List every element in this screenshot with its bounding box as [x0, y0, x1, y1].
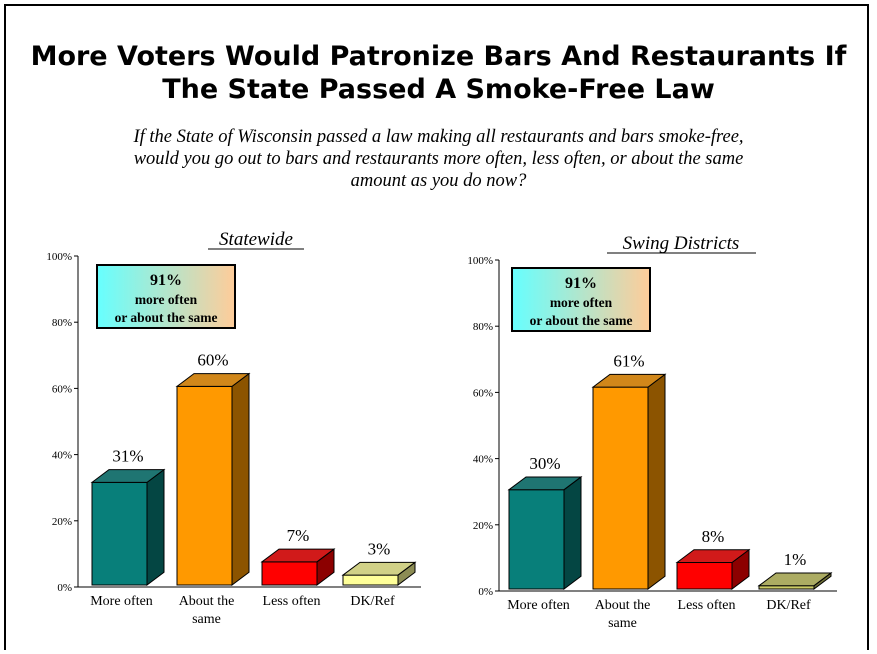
data-label: 1%: [784, 550, 807, 569]
data-label: 31%: [112, 447, 143, 466]
bar-side: [647, 373, 666, 590]
callout-background: [511, 267, 651, 332]
y-tick-label: 40%: [52, 450, 72, 462]
bar: [175, 372, 251, 586]
y-tick-label: 0%: [57, 582, 72, 594]
bar-top: [507, 476, 583, 491]
callout-percent: 91%: [565, 275, 597, 292]
bar: [90, 468, 166, 586]
data-label: 7%: [287, 526, 310, 545]
y-tick-label: 80%: [473, 321, 493, 333]
y-tick-label: 20%: [473, 520, 493, 532]
category-label: Less often: [263, 594, 321, 609]
chart-title: Statewide: [219, 229, 293, 250]
bar-front: [342, 574, 399, 586]
bar-front: [176, 385, 233, 586]
category-label: DK/Ref: [766, 598, 811, 613]
bar-front: [261, 561, 318, 586]
bar: [675, 548, 751, 590]
y-tick-label: 80%: [52, 317, 72, 329]
y-tick-label: 40%: [473, 454, 493, 466]
bar-top: [341, 561, 417, 576]
data-label: 8%: [702, 527, 725, 546]
bar-top: [90, 469, 166, 483]
y-tick-label: 20%: [52, 516, 72, 528]
bar: [507, 475, 583, 590]
category-label: About the: [179, 594, 235, 609]
category-label: DK/Ref: [350, 594, 395, 609]
category-label: Less often: [678, 598, 736, 613]
category-label: same: [192, 612, 221, 627]
bar: [757, 571, 833, 590]
category-label: More often: [507, 598, 570, 613]
category-label: About the: [595, 598, 651, 613]
bar-top: [757, 572, 833, 587]
bar-side: [231, 372, 250, 586]
chart-1: Statewide 0% 20% 40% 60% 80% 100% 31% More often…: [46, 229, 421, 627]
y-tick-label: 0%: [478, 586, 493, 598]
y-tick-label: 60%: [473, 387, 493, 399]
data-label: 60%: [197, 351, 228, 370]
callout-percent: 91%: [150, 272, 182, 289]
bar-top: [260, 548, 336, 563]
bar-front: [676, 562, 733, 590]
bar: [260, 548, 336, 586]
category-label: same: [608, 616, 637, 631]
callout-line-2: or about the same: [530, 313, 633, 328]
bar: [591, 373, 667, 590]
chart-title: Swing Districts: [623, 233, 740, 254]
data-label: 30%: [529, 454, 560, 473]
bar-side: [563, 475, 582, 590]
page-title: More Voters Would Patronize Bars And Res…: [30, 41, 847, 105]
callout-line-1: more often: [550, 295, 613, 310]
bar-top: [175, 373, 251, 387]
callout-box: 91% more often or about the same: [511, 267, 651, 332]
category-label: More often: [90, 594, 153, 609]
data-label: 3%: [368, 539, 391, 558]
survey-question: If the State of Wisconsin passed a law m…: [133, 127, 744, 191]
y-tick-label: 100%: [46, 251, 72, 263]
y-tick-label: 100%: [467, 255, 493, 267]
bar-side: [146, 468, 165, 586]
bar-front: [592, 386, 649, 590]
bar-top: [591, 373, 667, 388]
chart-2: Swing Districts 0% 20% 40% 60% 80% 100% 30% More…: [467, 233, 837, 631]
callout-line-1: more often: [135, 292, 198, 307]
bar-front: [91, 481, 148, 586]
y-tick-label: 60%: [52, 383, 72, 395]
bar: [341, 561, 417, 586]
bar-top: [675, 549, 751, 564]
data-label: 61%: [613, 351, 644, 370]
callout-background: [96, 264, 236, 329]
callout-line-2: or about the same: [115, 310, 218, 325]
callout-box: 91% more often or about the same: [96, 264, 236, 329]
bar-front: [508, 489, 565, 590]
